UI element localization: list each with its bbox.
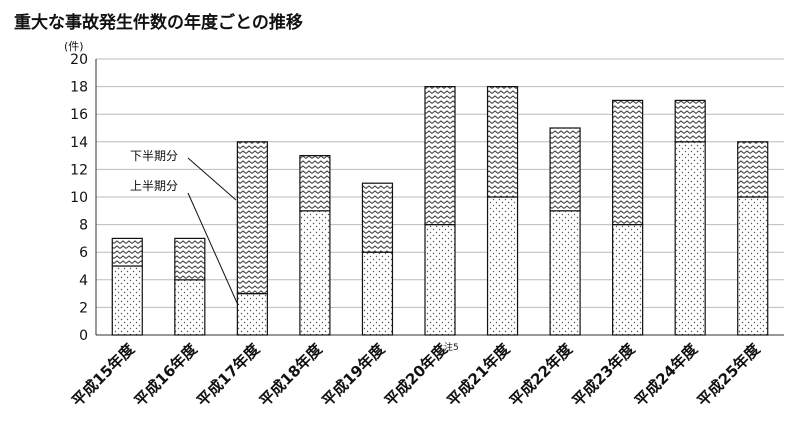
legend-label-upper-half: 上半期分: [130, 179, 178, 193]
bar-segment: [299, 210, 331, 336]
x-tick-label: 平成25年度: [694, 339, 765, 410]
bar-segment: [236, 293, 268, 336]
y-axis-unit: (件): [64, 40, 84, 53]
y-tick-label: 16: [70, 107, 88, 123]
x-tick-label: 平成22年度: [506, 339, 577, 410]
note-annotation: 注5: [444, 341, 459, 353]
bar-segment: [299, 155, 331, 212]
bar-segment: [549, 127, 581, 212]
bar-segment: [737, 141, 769, 198]
bar-segment: [361, 251, 394, 336]
y-tick-label: 0: [79, 328, 88, 344]
bar-segment: [549, 210, 581, 336]
x-tick-label: 平成19年度: [318, 339, 389, 410]
bar-segment: [111, 237, 143, 267]
legend-leader-lower-half: [187, 157, 237, 201]
y-tick-label: 8: [79, 218, 88, 234]
bar-segment: [737, 196, 769, 336]
bar-segment: [174, 237, 206, 281]
x-tick-label: 平成17年度: [193, 339, 264, 410]
bar-segment: [612, 224, 644, 336]
bar-segment: [174, 279, 206, 336]
bar-segment: [236, 141, 268, 295]
bar-segment: [361, 182, 394, 253]
x-tick-label: 平成20年度: [381, 339, 452, 410]
y-tick-label: 18: [70, 80, 88, 96]
y-tick-label: 2: [79, 300, 88, 316]
bar-segment: [486, 85, 519, 198]
bar-segment: [486, 196, 519, 336]
x-tick-label: 平成24年度: [631, 339, 702, 410]
x-tick-label: 平成23年度: [569, 339, 640, 410]
y-tick-label: 4: [79, 273, 88, 289]
chart-title: 重大な事故発生件数の年度ごとの推移: [14, 12, 303, 33]
x-tick-label: 平成16年度: [131, 339, 202, 410]
bar-segment: [674, 141, 706, 336]
x-tick-label: 平成15年度: [68, 339, 139, 410]
bar-segment: [674, 99, 706, 143]
y-tick-label: 6: [79, 245, 88, 261]
bar-segment: [612, 99, 644, 226]
x-tick-label: 平成18年度: [256, 339, 327, 410]
legend-leader-upper-half: [187, 192, 239, 306]
bar-segment: [111, 265, 143, 336]
y-tick-label: 14: [70, 135, 88, 151]
y-tick-label: 10: [70, 190, 88, 206]
y-tick-label: 20: [70, 52, 88, 68]
legend-label-lower-half: 下半期分: [130, 149, 178, 163]
bar-segment: [424, 85, 456, 226]
y-tick-label: 12: [70, 162, 88, 178]
bar-segment: [424, 224, 456, 336]
